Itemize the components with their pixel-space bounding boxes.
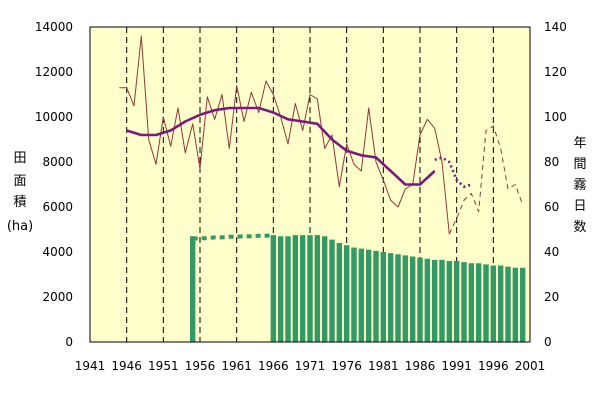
bar-1974 [329,239,335,342]
y-right-axis-title: 年 [573,136,586,151]
series-line-dotted-2 [192,233,274,241]
bar-1995 [483,264,489,342]
y-right-axis-title: 数 [573,220,586,235]
bar-1955 [189,236,196,342]
bar-1998 [505,266,511,342]
y-left-axis-title: 田 [13,151,26,166]
y-right-tick-label: 40 [544,245,559,259]
line-series [119,35,524,241]
y-right-tick-label: 140 [544,20,567,34]
bar-1991 [453,261,460,342]
bar-1981 [380,252,387,342]
ticks: 1941 1946 1951 1956 1961 1966 1971 1976 1981 1986… [35,20,567,373]
y-right-axis-title: 日 [573,199,586,214]
series-line-smoothed-dotted-6 [434,156,472,189]
y-left-tick-label: 14000 [35,20,73,34]
bar-1980 [373,250,379,342]
bar-1992 [461,262,467,342]
x-tick-label: 1966 [258,359,289,373]
bar-1972 [314,235,321,342]
y-left-axis-title: 積 [13,195,26,210]
bar-1983 [395,254,401,342]
bar-1988 [431,259,438,342]
bar-1984 [402,255,409,342]
bar-1993 [468,263,475,342]
bar-1982 [387,253,394,342]
bar-1977 [351,247,357,342]
y-right-tick-label: 80 [544,155,559,169]
bar-1986 [417,257,423,342]
series-line-smoothed-5 [126,106,436,186]
bar-2000 [519,267,526,342]
y-left-tick-label: 0 [65,335,73,349]
series-line-dashed-4 [448,125,524,235]
y-right-tick-label: 0 [544,335,552,349]
x-tick-label: 1976 [331,359,362,373]
y-left-tick-label: 6000 [42,200,73,214]
bar-series [189,235,526,342]
bar-1971 [307,235,313,342]
bar-1969 [292,235,299,342]
x-tick-label: 1981 [368,359,399,373]
bar-1966 [270,235,277,342]
y-right-axis-title: 霧 [573,178,586,193]
y-right-tick-label: 60 [544,200,559,214]
bar-1970 [299,235,306,342]
x-tick-label: 2001 [515,359,546,373]
y-left-tick-label: 10000 [35,110,73,124]
y-right-tick-label: 20 [544,290,559,304]
y-left-axis-title: (ha) [7,219,33,234]
y-right-tick-label: 100 [544,110,567,124]
bar-1979 [365,249,372,342]
x-tick-label: 1991 [441,359,472,373]
x-tick-label: 1971 [295,359,326,373]
y-left-tick-label: 12000 [35,65,73,79]
bar-1999 [512,267,519,342]
x-tick-label: 1941 [75,359,106,373]
y-right-tick-label: 120 [544,65,567,79]
bar-1976 [343,245,350,342]
x-tick-label: 1946 [111,359,142,373]
x-tick-label: 1961 [221,359,252,373]
bar-1975 [336,243,343,342]
bar-1990 [446,261,453,342]
x-tick-label: 1986 [405,359,436,373]
bar-1973 [321,236,328,342]
y-left-tick-label: 2000 [42,290,73,304]
bar-1996 [490,265,497,342]
y-left-axis-title: 面 [13,174,26,189]
y-left-tick-label: 8000 [42,155,73,169]
bar-1985 [409,256,416,342]
x-tick-label: 1951 [148,359,179,373]
x-tick-label: 1956 [185,359,216,373]
y-right-axis-title: 間 [573,157,586,172]
bar-1967 [277,236,284,342]
bar-1978 [358,248,365,342]
bar-1997 [497,265,504,342]
bar-1989 [439,259,445,342]
bar-1994 [475,263,482,342]
x-tick-label: 1996 [478,359,509,373]
bar-1968 [285,236,291,342]
plot-border [89,26,531,343]
y-left-tick-label: 4000 [42,245,73,259]
bar-1987 [424,258,431,342]
